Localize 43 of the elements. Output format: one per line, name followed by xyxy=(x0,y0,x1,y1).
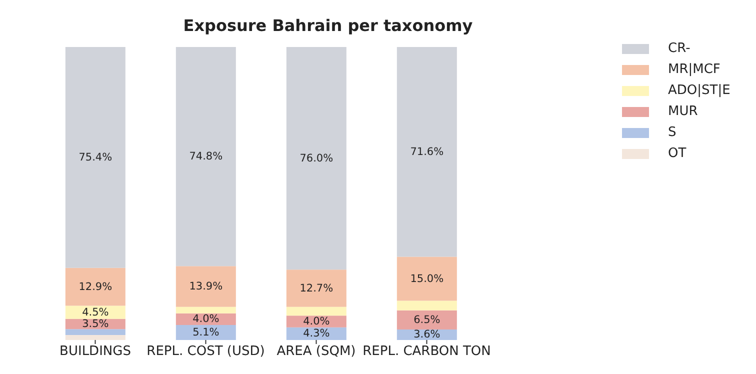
bar xyxy=(65,329,126,336)
legend-label: MR|MCF xyxy=(668,62,720,77)
legend-label: S xyxy=(668,125,676,140)
chart-title: Exposure Bahrain per taxonomy xyxy=(182,16,474,35)
bar xyxy=(396,47,457,257)
legend-label: ADO|ST|E xyxy=(668,83,730,98)
legend-label: CR- xyxy=(668,41,690,56)
bar xyxy=(286,306,346,316)
data-label: 71.6% xyxy=(410,146,444,158)
data-label: 12.7% xyxy=(300,282,334,294)
bar xyxy=(65,335,126,340)
data-label: 5.1% xyxy=(192,326,220,339)
data-label: 4.5% xyxy=(82,306,109,318)
data-label: 3.5% xyxy=(82,318,109,330)
x-tick-label: REPL. CARBON TON xyxy=(362,344,491,360)
bar xyxy=(396,310,457,330)
bar xyxy=(65,268,126,306)
legend-label: MUR xyxy=(668,104,698,119)
bar xyxy=(65,306,126,319)
data-label: 13.9% xyxy=(189,280,223,293)
x-tick-label: REPL. COST (USD) xyxy=(146,344,265,360)
bar xyxy=(286,47,346,270)
bar xyxy=(65,47,126,268)
bar xyxy=(396,256,457,301)
data-label: 12.9% xyxy=(78,280,112,293)
bar xyxy=(176,266,236,307)
data-label: 15.0% xyxy=(410,272,444,285)
data-label: 74.8% xyxy=(189,150,223,163)
bar xyxy=(176,47,236,266)
bar xyxy=(286,270,346,307)
bar xyxy=(176,325,236,340)
data-label: 3.6% xyxy=(414,328,440,341)
legend-label: OT xyxy=(668,146,686,161)
data-label: 4.0% xyxy=(192,313,220,326)
x-tick-label: AREA (SQM) xyxy=(276,344,356,360)
bar xyxy=(396,300,457,310)
data-label: 75.4% xyxy=(78,151,112,164)
x-tick-label: BUILDINGS xyxy=(60,344,131,360)
bar xyxy=(176,306,236,314)
data-label: 4.3% xyxy=(303,328,330,340)
data-label: 76.0% xyxy=(300,152,334,164)
data-label: 6.5% xyxy=(414,314,440,326)
data-label: 4.0% xyxy=(303,316,330,328)
